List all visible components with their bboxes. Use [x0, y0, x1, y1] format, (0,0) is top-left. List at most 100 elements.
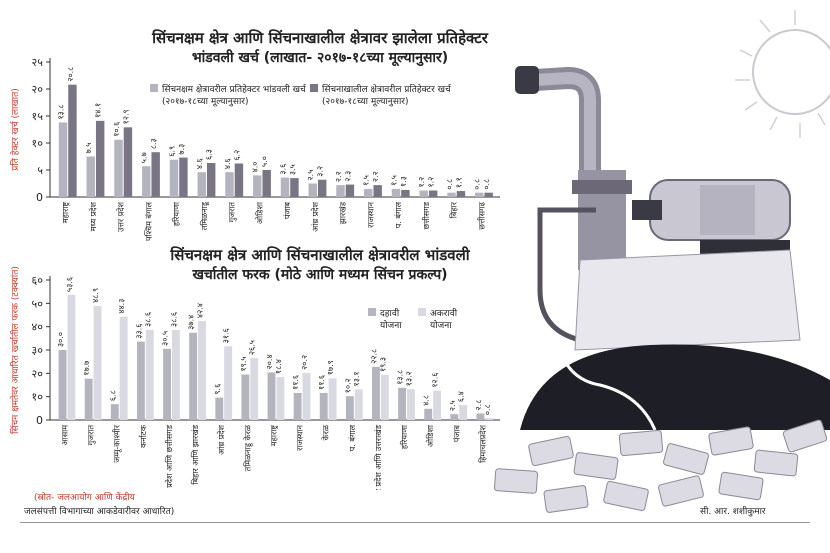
chart1-data-label: ६.३	[205, 149, 214, 160]
chart1-legend-label-sub: (२०१७-१८च्या मूल्यानुसार)	[322, 97, 408, 107]
chart1-data-label: ०.८	[482, 179, 491, 190]
chart2-bar	[189, 332, 198, 420]
chart2-data-label: ६.८	[108, 390, 117, 401]
chart2-data-label: ४२.४	[196, 303, 205, 318]
chart2-data-label: ३१.६	[222, 328, 231, 343]
chart1-data-label: ३.६	[278, 164, 287, 175]
chart1-bar	[484, 192, 493, 197]
chart1-category-label: छत्तीसगड	[421, 201, 431, 229]
chart1-legend-label: सिंचनक्षम क्षेत्रावरील प्रतिहेक्टर भांडव…	[162, 83, 307, 95]
chart2-bar	[84, 378, 93, 420]
chart2-data-label: ३८.६	[143, 312, 152, 327]
chart1-bar	[68, 84, 77, 197]
chart1-data-label: २.२	[334, 171, 343, 182]
chart2-data-label: २.८	[474, 400, 483, 411]
chart2-bar	[119, 316, 128, 420]
chart2-bar	[328, 378, 337, 420]
chart2-bar	[459, 405, 468, 420]
chart1-data-label: २.५	[306, 170, 315, 181]
chart2-category-label: ओडिशा	[425, 424, 435, 447]
chart1-legend-label-sub: (२०१७-१८च्या मूल्यानुसार)	[162, 97, 248, 107]
chart1-bar	[234, 163, 244, 197]
chart1-category-label: महाराष्ट्र	[61, 202, 70, 224]
chart1-category-label: हरियाणा	[171, 201, 181, 226]
chart1-data-label: ०.८	[445, 179, 454, 190]
chart2-category-label: बिहार आणि झारखंड	[190, 424, 200, 484]
chart2-data-label: ०.८	[483, 404, 492, 415]
chart2-ytick-label: २०	[32, 367, 44, 380]
chart2-category-label: महाराष्ट्र	[269, 425, 278, 447]
chart1-category-label: राजस्थान	[366, 201, 375, 227]
source-line1: (स्रोत- जलआयोग आणि केंद्रीय	[34, 493, 135, 503]
chart1-data-label: १.१	[454, 177, 463, 188]
chart1-data-label: ६.२	[232, 150, 241, 161]
chart1-ytick-label: २०	[32, 83, 44, 96]
chart1-data-label: २०.८	[66, 67, 75, 82]
chart2-category-label: गुजरात	[87, 425, 97, 446]
chart1-data-label: २.३	[343, 171, 352, 182]
chart2-bar	[163, 348, 171, 420]
chart1-data-label: ५.७	[140, 152, 149, 163]
chart1-data-label: ४.०	[251, 162, 260, 173]
chart1-data-label: १.३	[399, 176, 408, 187]
chart2-bar	[302, 372, 311, 420]
chart1-bar	[475, 192, 484, 197]
chart1-bar	[253, 175, 262, 197]
chart1-category-label: प. बंगाल	[394, 201, 403, 228]
chart2-bar	[136, 341, 145, 420]
chart1-bar	[262, 170, 271, 197]
chart2-data-label: ११.६	[317, 375, 326, 390]
chart1-bar	[58, 122, 68, 197]
chart2-ylabel: सिंचन क्षमतेवर आधारित खर्चातील फरक (टक्क…	[9, 266, 21, 434]
chart1-data-label: ५.०	[260, 156, 269, 167]
chart2-ytick-label: ६०	[32, 274, 44, 287]
chart1-bar	[86, 156, 95, 197]
chart2-bar	[171, 329, 180, 420]
chart1-bar	[179, 157, 188, 197]
chart1-category-label: ओडिशा	[254, 201, 264, 224]
chart2-data-label: ४४.३	[117, 299, 126, 314]
chart2-canvas: 0 १० २० ३० ४० ५० ६० सिंचन क्षमतेवर आधारित खर्चा…	[9, 266, 500, 490]
chart2-bar	[293, 392, 302, 420]
chart1-data-label: ३.५	[288, 164, 297, 175]
chart1-category-label: बिहार	[449, 201, 459, 218]
chart2-bar	[319, 392, 328, 420]
chart1-bar	[419, 190, 428, 197]
artist-credit: सी. आर. शशीकुमार	[700, 507, 766, 517]
chart1-data-label: ४.६	[223, 158, 232, 169]
chart2-data-label: १३.८	[396, 370, 405, 385]
chart1-category-label: आंध्र प्रदेश	[310, 201, 320, 231]
bottom-rule	[20, 522, 810, 523]
chart2-bar	[345, 396, 354, 420]
chart2-data-label: १८.४	[274, 359, 283, 374]
chart2-bar	[241, 374, 250, 420]
chart2-bar	[67, 294, 76, 420]
chart1-category-label: उत्तर प्रदेश	[116, 201, 126, 232]
chart2-bar	[398, 387, 407, 420]
chart1-data-label: ७.५	[84, 143, 93, 154]
chart1-data-label: २.२	[371, 171, 380, 182]
chart1-data-label: ०.८	[473, 179, 482, 190]
chart2-bar	[372, 366, 380, 420]
chart2-legend-label-sub: योजना	[430, 319, 452, 331]
chart1-data-label: ६.९	[167, 146, 176, 157]
money-notes-icon	[493, 419, 828, 513]
chart1-data-label: १३.८	[56, 104, 65, 119]
chart1-data-label: ७.३	[177, 144, 186, 155]
chart1-bar	[225, 172, 234, 197]
chart2-data-label: १२.६	[431, 373, 440, 388]
chart2-data-label: ६.४	[457, 391, 466, 402]
chart1-title-line1: सिंचनक्षम क्षेत्र आणि सिंचनाखालील क्षेत्…	[152, 29, 488, 47]
chart2-category-label: राजस्थान	[296, 424, 305, 450]
chart1-category-label: पंजाब	[283, 202, 292, 220]
chart2-legend-label: अकरावी	[430, 307, 458, 319]
chart1-data-label: १.५	[389, 175, 398, 186]
chart2-bar	[424, 408, 433, 420]
chart2-bar	[380, 374, 389, 420]
chart2-ytick-label: ५०	[32, 297, 44, 310]
chart2-legend-swatch	[418, 308, 426, 316]
chart1-data-label: १४.१	[94, 103, 103, 118]
chart2-data-label: ३७.४	[187, 315, 196, 330]
chart1-data-label: १२.९	[121, 109, 130, 124]
